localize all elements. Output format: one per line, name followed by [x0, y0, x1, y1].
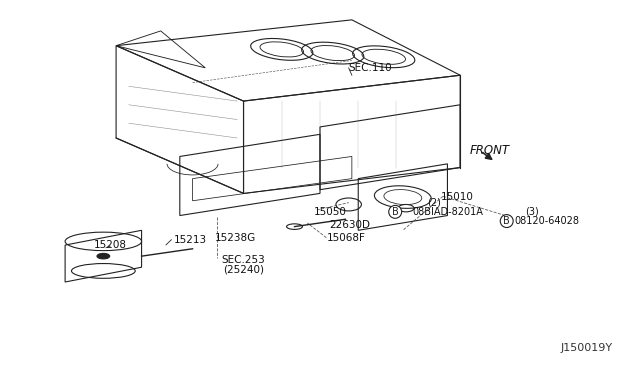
Text: 15238G: 15238G [215, 233, 256, 243]
Text: (2): (2) [427, 198, 441, 208]
Text: 15213: 15213 [173, 234, 207, 244]
Text: 08120-64028: 08120-64028 [515, 216, 579, 226]
Text: 15208: 15208 [94, 240, 127, 250]
Text: 22630D: 22630D [330, 220, 371, 230]
Text: SEC.110: SEC.110 [349, 63, 392, 73]
Text: B: B [392, 207, 399, 217]
Text: FRONT: FRONT [470, 144, 509, 157]
Text: (3): (3) [525, 207, 539, 217]
Text: B: B [503, 216, 510, 226]
Text: 15068F: 15068F [326, 233, 365, 243]
Text: 15050: 15050 [314, 207, 346, 217]
Text: 08BIAD-8201A: 08BIAD-8201A [412, 207, 483, 217]
Text: 15010: 15010 [441, 192, 474, 202]
Text: J150019Y: J150019Y [561, 343, 613, 353]
Text: (25240): (25240) [223, 264, 264, 274]
Ellipse shape [97, 253, 109, 259]
Text: SEC.253: SEC.253 [221, 255, 265, 265]
